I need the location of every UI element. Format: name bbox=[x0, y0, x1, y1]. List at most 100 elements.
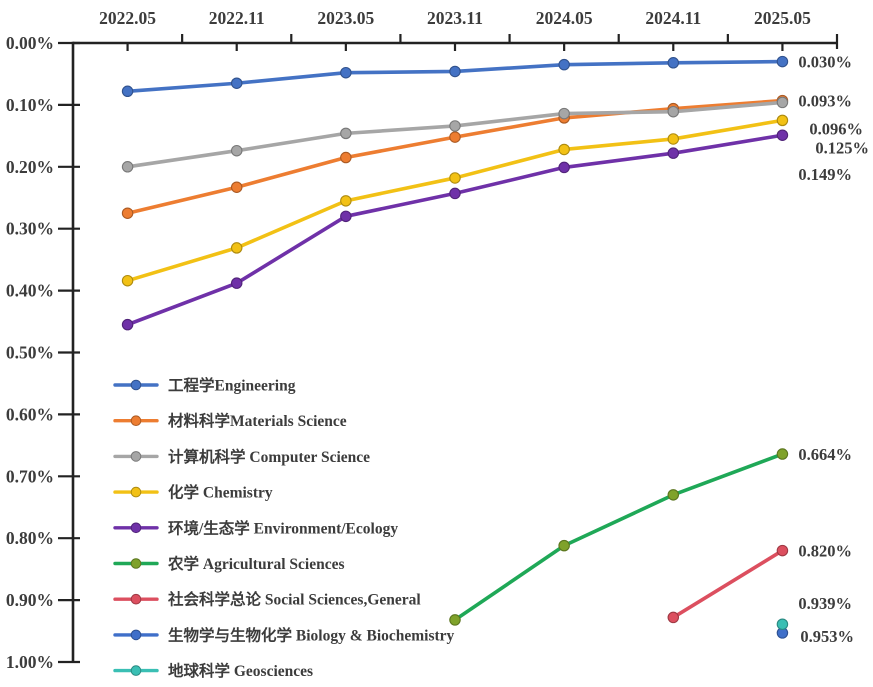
y-tick-label: 0.00% bbox=[6, 33, 54, 53]
series-materials-science-marker bbox=[340, 151, 352, 164]
series-computer-science-marker bbox=[121, 161, 134, 173]
legend-item-environment-ecology: 环境/生态学 Environment/Ecology bbox=[113, 518, 398, 537]
series-materials-science-marker bbox=[449, 131, 461, 143]
y-tick-label: 0.30% bbox=[6, 219, 54, 239]
series-social-sciences-general-marker bbox=[667, 611, 680, 624]
series-geosciences: 0.939% bbox=[776, 594, 852, 630]
series-environment-ecology-marker bbox=[230, 277, 243, 289]
series-agricultural-sciences: 0.664% bbox=[449, 445, 852, 626]
legend-marker-geosciences bbox=[130, 665, 142, 676]
end-label-agricultural-sciences: 0.664% bbox=[798, 445, 852, 464]
legend-item-geosciences: 地球科学 Geosciences bbox=[113, 661, 313, 680]
series-social-sciences-general: 0.820% bbox=[667, 542, 852, 624]
legend-label-engineering: 工程学Engineering bbox=[168, 376, 296, 395]
y-tick-label: 1.00% bbox=[6, 652, 54, 672]
series-chemistry-marker bbox=[230, 242, 243, 254]
y-tick-label: 0.70% bbox=[6, 466, 54, 486]
y-tick-label: 0.50% bbox=[6, 343, 54, 363]
series-chemistry-marker bbox=[449, 172, 461, 184]
end-label-environment-ecology: 0.149% bbox=[798, 165, 852, 184]
series-engineering-marker bbox=[558, 58, 570, 71]
y-tick-label: 0.10% bbox=[6, 95, 54, 115]
series-agricultural-sciences-marker bbox=[667, 489, 680, 501]
legend-item-engineering: 工程学Engineering bbox=[113, 376, 296, 395]
series-geosciences-marker bbox=[776, 618, 789, 630]
legend-item-biology-biochemistry: 生物学与生物化学 Biology & Biochemistry bbox=[113, 625, 455, 644]
series-materials-science-marker bbox=[230, 181, 243, 193]
series-engineering-marker bbox=[776, 55, 789, 68]
series-agricultural-sciences-marker bbox=[449, 614, 461, 626]
legend: 工程学Engineering 材料科学Materials Science 计算机科学… bbox=[113, 376, 455, 680]
end-label-social-sciences-general: 0.820% bbox=[798, 542, 852, 561]
series-agricultural-sciences-marker bbox=[776, 448, 789, 460]
x-tick-label: 2023.05 bbox=[317, 8, 374, 28]
y-tick-label: 0.40% bbox=[6, 281, 54, 301]
legend-item-social-sciences-general: 社会科学总论 Social Sciences,General bbox=[113, 590, 421, 609]
end-label-geosciences: 0.939% bbox=[798, 594, 852, 613]
series-materials-science: 0.093% bbox=[121, 92, 852, 219]
series-social-sciences-general-line bbox=[671, 548, 785, 620]
legend-marker-biology-biochemistry bbox=[130, 629, 142, 641]
series-agricultural-sciences-marker bbox=[558, 539, 570, 552]
end-label-chemistry: 0.125% bbox=[815, 138, 869, 157]
series-computer-science: 0.096% bbox=[121, 96, 863, 173]
legend-label-social-sciences-general: 社会科学总论 Social Sciences,General bbox=[167, 590, 421, 609]
y-tick-label: 0.80% bbox=[6, 528, 54, 548]
legend-marker-environment-ecology bbox=[130, 522, 142, 534]
x-tick-label: 2024.05 bbox=[536, 8, 593, 28]
series-biology-biochemistry: 0.953% bbox=[776, 627, 854, 646]
series-agricultural-sciences-line bbox=[453, 452, 785, 622]
series-environment-ecology: 0.149% bbox=[121, 129, 852, 331]
series-environment-ecology-line bbox=[125, 133, 785, 327]
legend-label-computer-science: 计算机科学 Computer Science bbox=[168, 447, 370, 466]
x-tick-label: 2025.05 bbox=[754, 8, 811, 28]
series-computer-science-marker bbox=[449, 120, 461, 132]
y-tick-label: 0.20% bbox=[6, 157, 54, 177]
legend-label-geosciences: 地球科学 Geosciences bbox=[168, 661, 313, 680]
legend-marker-agricultural-sciences bbox=[130, 558, 142, 569]
x-tick-label: 2024.11 bbox=[645, 8, 701, 28]
series-chemistry-marker bbox=[667, 133, 680, 145]
legend-item-agricultural-sciences: 农学 Agricultural Sciences bbox=[113, 554, 345, 573]
series-engineering-marker bbox=[449, 65, 461, 78]
end-label-biology-biochemistry: 0.953% bbox=[800, 627, 854, 646]
legend-item-materials-science: 材料科学Materials Science bbox=[113, 411, 347, 430]
series-chemistry: 0.125% bbox=[121, 114, 869, 287]
x-tick-label: 2022.11 bbox=[209, 8, 265, 28]
series-chemistry-marker bbox=[558, 143, 570, 156]
series-chemistry-marker bbox=[776, 114, 789, 127]
legend-marker-chemistry bbox=[130, 486, 142, 498]
series-environment-ecology-marker bbox=[449, 187, 461, 200]
legend-marker-engineering bbox=[130, 379, 142, 391]
series-environment-ecology-marker bbox=[121, 318, 134, 331]
legend-label-environment-ecology: 环境/生态学 Environment/Ecology bbox=[168, 518, 398, 537]
series-engineering-marker bbox=[667, 57, 680, 69]
series-environment-ecology-marker bbox=[667, 147, 680, 159]
legend-item-computer-science: 计算机科学 Computer Science bbox=[113, 447, 370, 466]
axes: 2022.05 2022.11 2023.05 2023.11 2024.05 2024.… bbox=[6, 8, 839, 672]
legend-item-chemistry: 化学 Chemistry bbox=[113, 483, 273, 502]
series-engineering-marker bbox=[340, 66, 352, 79]
series-computer-science-marker bbox=[558, 107, 570, 120]
series-environment-ecology-marker bbox=[558, 161, 570, 174]
series-engineering-marker bbox=[230, 77, 243, 89]
legend-marker-computer-science bbox=[130, 451, 142, 462]
series-chemistry-marker bbox=[121, 274, 134, 287]
legend-marker-materials-science bbox=[130, 415, 142, 427]
y-tick-label: 0.90% bbox=[6, 590, 54, 610]
series-engineering: 0.030% bbox=[121, 53, 852, 98]
series-chemistry-line bbox=[125, 118, 785, 283]
legend-label-materials-science: 材料科学Materials Science bbox=[168, 411, 347, 430]
series-computer-science-marker bbox=[340, 127, 352, 140]
legend-label-biology-biochemistry: 生物学与生物化学 Biology & Biochemistry bbox=[168, 625, 455, 644]
series-chemistry-marker bbox=[340, 195, 352, 207]
series-engineering-marker bbox=[121, 85, 134, 98]
legend-label-agricultural-sciences: 农学 Agricultural Sciences bbox=[167, 554, 345, 573]
series-materials-science-marker bbox=[121, 207, 134, 219]
x-tick-label: 2023.11 bbox=[427, 8, 483, 28]
end-label-computer-science: 0.096% bbox=[809, 119, 863, 138]
series-computer-science-marker bbox=[667, 105, 680, 118]
series-environment-ecology-marker bbox=[776, 129, 789, 141]
